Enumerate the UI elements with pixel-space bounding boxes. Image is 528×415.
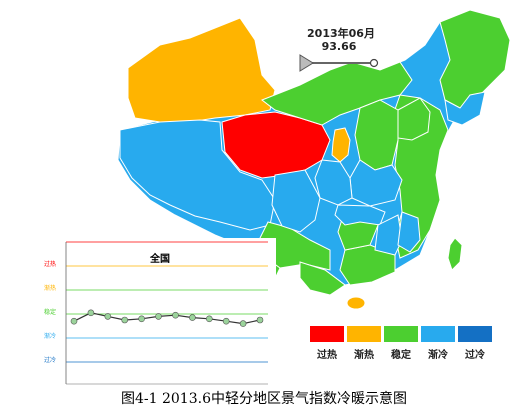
inset-zone-label-4: 过冷 xyxy=(44,356,56,364)
map-region-shaanxi xyxy=(314,159,353,206)
map-region-taiwan xyxy=(447,237,463,271)
map-region-jilin xyxy=(444,91,486,126)
map-region-northeast xyxy=(439,9,511,109)
legend-swatch-4 xyxy=(458,326,492,342)
legend-swatch-3 xyxy=(421,326,455,342)
slider-play-icon xyxy=(299,54,314,72)
inset-series-point xyxy=(121,316,128,324)
legend-label-3: 渐冷 xyxy=(428,350,448,361)
inset-series-point xyxy=(172,311,179,319)
slider-date-label: 2013年06月 xyxy=(307,27,375,40)
inset-chart-title: 全国 xyxy=(150,254,170,265)
inset-series-point xyxy=(189,314,196,321)
legend-label-2: 稳定 xyxy=(391,350,411,361)
map-region-fujian xyxy=(397,211,421,253)
inset-chart: 过热渐热稳定渐冷过冷 xyxy=(30,238,276,388)
inset-zone-label-2: 稳定 xyxy=(44,308,56,316)
map-region-guangxi xyxy=(299,261,346,296)
legend-swatch-2 xyxy=(384,326,418,342)
map-region-hebei xyxy=(397,97,431,141)
map-region-hubei xyxy=(334,204,386,226)
slider-value-label: 93.66 xyxy=(321,40,357,53)
inset-series-point xyxy=(222,317,230,325)
inset-series-line xyxy=(73,312,261,325)
inset-series-point xyxy=(155,313,162,320)
inset-series-point xyxy=(104,313,112,320)
slider-handle xyxy=(369,58,379,68)
map-region-guangdong xyxy=(339,244,396,286)
map-region-sichuan xyxy=(271,169,321,233)
legend-swatch-1 xyxy=(347,326,381,342)
inset-zone-label-1: 渐热 xyxy=(44,284,56,292)
inset-series-point xyxy=(206,315,213,323)
map-region-ningxia xyxy=(331,127,351,163)
legend-label-0: 过热 xyxy=(317,350,337,361)
inset-zone-label-0: 过热 xyxy=(44,260,56,268)
map-region-xinjiang xyxy=(127,17,276,123)
legend-swatch-0 xyxy=(310,326,344,342)
inset-series-point xyxy=(138,315,145,323)
map-region-shanxi xyxy=(354,99,399,171)
map-region-hainan xyxy=(346,296,366,310)
inset-series-point xyxy=(87,309,95,317)
inset-series-point xyxy=(70,317,78,325)
inset-series-point xyxy=(239,320,247,327)
inset-series-point xyxy=(256,316,264,324)
figure-caption: 图4-1 2013.6中轻分地区景气指数冷暖示意图 xyxy=(121,391,407,407)
inset-zone-label-3: 渐冷 xyxy=(44,332,56,340)
legend-label-4: 过冷 xyxy=(465,350,485,361)
legend-label-1: 渐热 xyxy=(354,350,374,361)
map-region-jiangxi xyxy=(374,214,403,256)
